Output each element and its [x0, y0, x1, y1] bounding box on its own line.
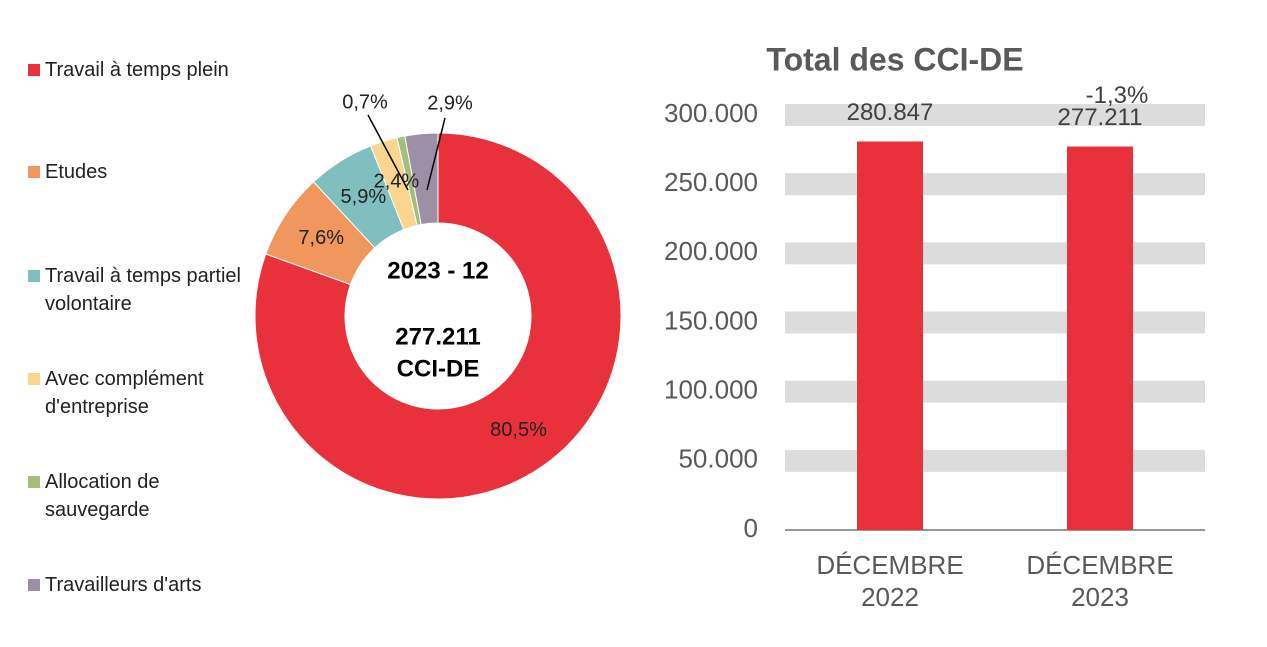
- grid-band: [785, 380, 1205, 403]
- y-tick-label: 250.000: [664, 167, 758, 197]
- data-label: 280.847: [847, 99, 934, 126]
- legend-label: Allocation de sauvegarde: [45, 471, 160, 521]
- center-text: 277.211: [395, 323, 480, 350]
- data-label: 5,9%: [341, 186, 387, 208]
- data-label: 2,4%: [374, 171, 420, 193]
- data-label: 80,5%: [490, 419, 547, 441]
- chart-title: Total des CCI-DE: [766, 41, 1023, 77]
- y-tick-label: 300.000: [664, 98, 758, 128]
- data-label: 7,6%: [298, 227, 344, 249]
- legend-swatch: [28, 64, 40, 76]
- donut-slice: [404, 132, 439, 226]
- data-label: 0,7%: [342, 91, 388, 113]
- grid-band: [785, 242, 1205, 265]
- center-text: CCI-DE: [397, 355, 480, 382]
- x-tick-label: DÉCEMBRE 2022: [816, 550, 964, 612]
- annotation: -1,3%: [1086, 82, 1149, 109]
- legend-swatch: [28, 373, 40, 385]
- legend-label: Travailleurs d'arts: [45, 574, 202, 596]
- leader-line: [426, 117, 446, 191]
- grid-band: [785, 449, 1205, 472]
- data-label: 277.211: [1058, 104, 1143, 131]
- data-label: 2,9%: [427, 92, 473, 114]
- legend-swatch: [28, 476, 40, 488]
- bar: [1067, 146, 1133, 530]
- legend-swatch: [28, 579, 40, 591]
- legend-swatch: [28, 270, 40, 282]
- donut-slice: [254, 132, 622, 500]
- legend-label: Avec complément d'entreprise: [45, 368, 204, 418]
- legend-label: Travail à temps plein: [45, 59, 229, 81]
- y-tick-label: 50.000: [678, 444, 758, 474]
- grid-band: [785, 104, 1205, 126]
- grid-band: [785, 311, 1205, 334]
- y-tick-label: 150.000: [664, 305, 758, 335]
- y-tick-label: 200.000: [664, 236, 758, 266]
- legend-swatch: [28, 166, 40, 178]
- legend-label: Etudes: [45, 161, 108, 183]
- legend-label: Travail à temps partiel volontaire: [45, 265, 241, 315]
- grid-band: [785, 173, 1205, 196]
- x-tick-label: DÉCEMBRE 2023: [1026, 550, 1174, 612]
- y-tick-label: 0: [744, 513, 758, 543]
- y-tick-label: 100.000: [664, 375, 758, 405]
- center-text: 2023 - 12: [387, 257, 488, 284]
- bar: [857, 141, 923, 530]
- leader-line: [367, 114, 409, 191]
